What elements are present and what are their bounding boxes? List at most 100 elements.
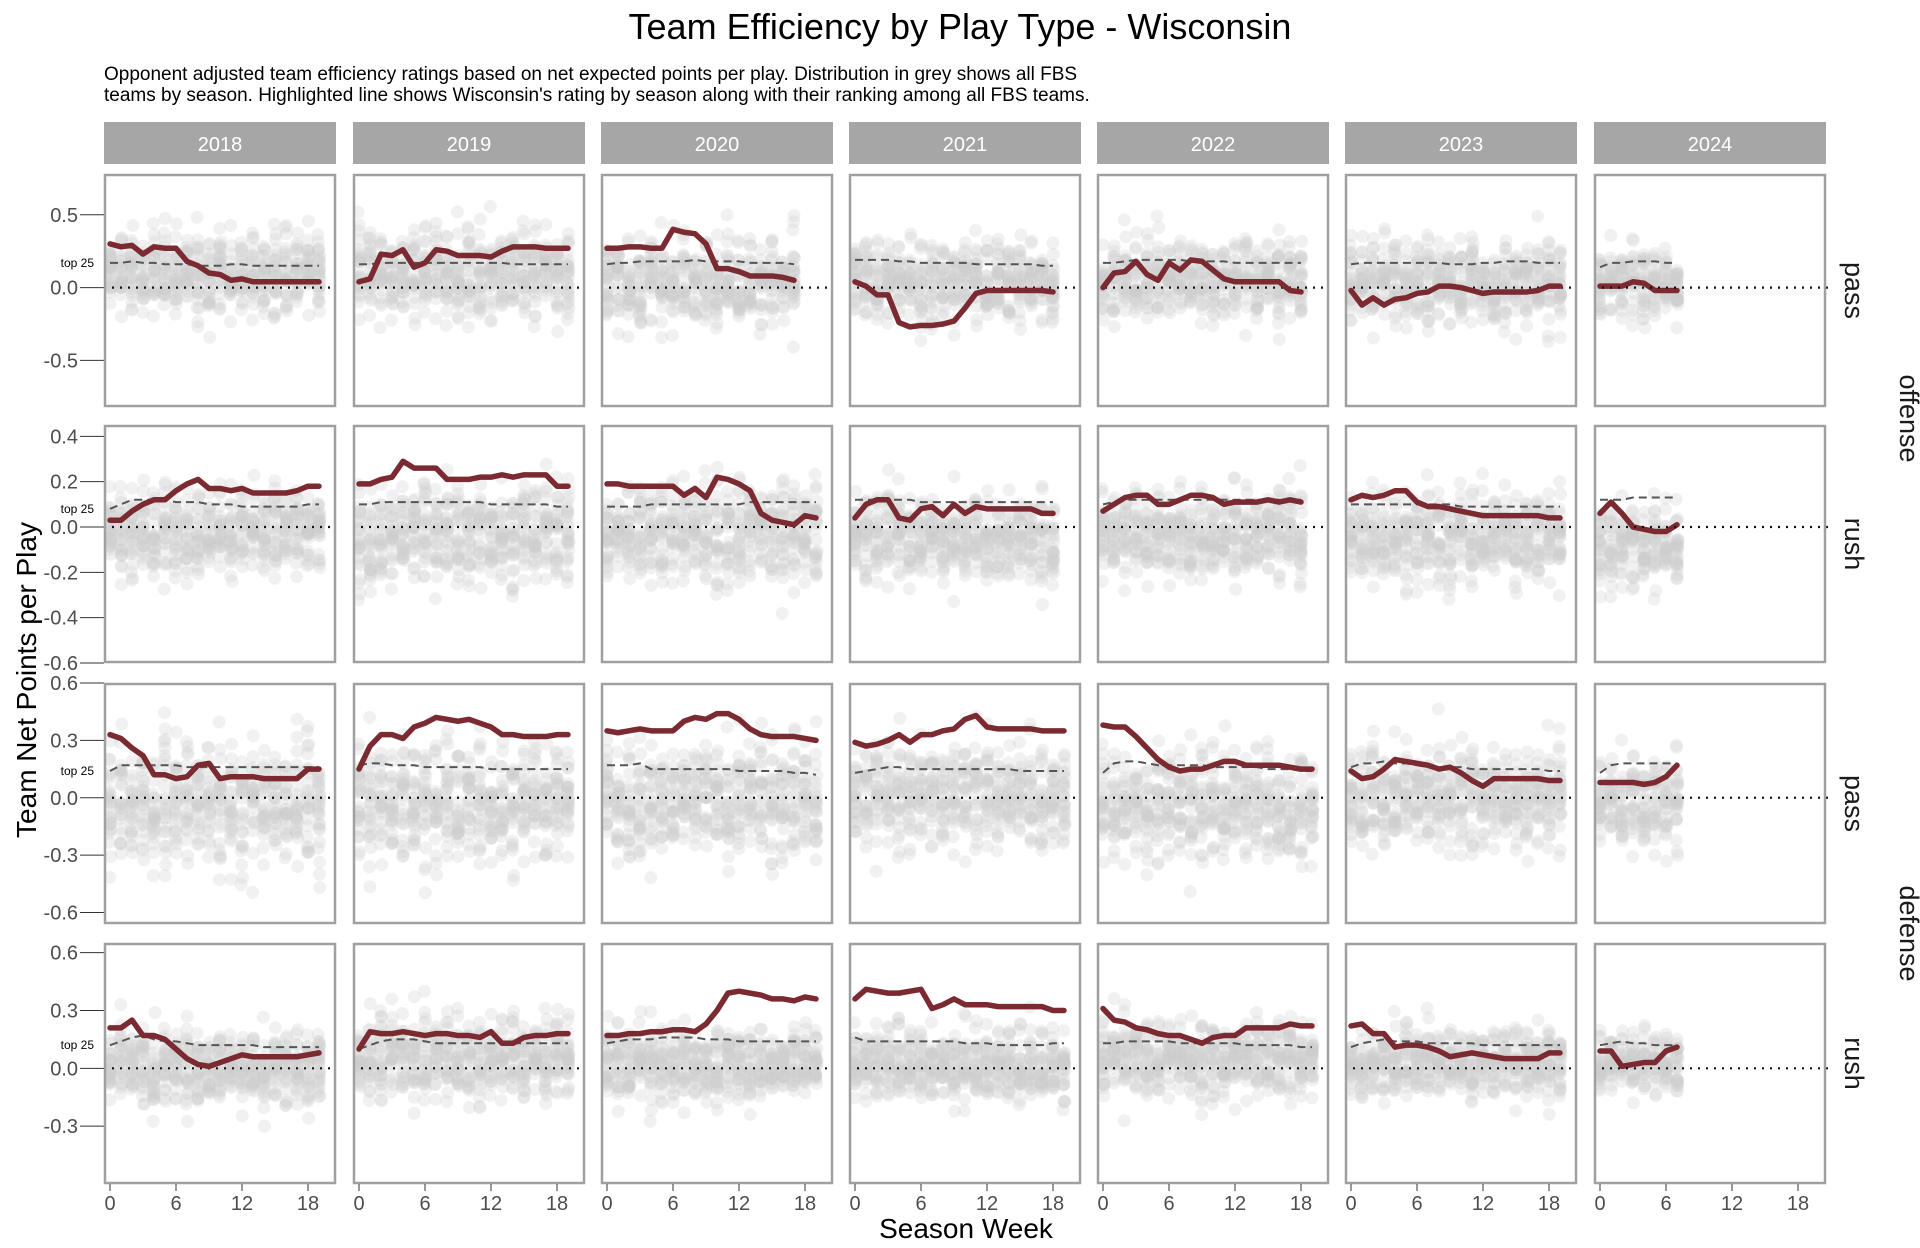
- distribution-point: [623, 258, 637, 272]
- distribution-point: [880, 547, 894, 561]
- distribution-point: [1387, 238, 1401, 252]
- distribution-point: [880, 512, 894, 526]
- distribution-point: [137, 282, 151, 296]
- distribution-point: [191, 240, 205, 254]
- distribution-point: [418, 276, 432, 290]
- distribution-point: [1283, 251, 1297, 265]
- distribution-point: [258, 564, 272, 578]
- distribution-point: [417, 535, 431, 549]
- distribution-point: [373, 538, 387, 552]
- distribution-point: [1499, 306, 1513, 320]
- distribution-point: [1455, 250, 1469, 264]
- distribution-point: [384, 272, 398, 286]
- distribution-point: [623, 298, 637, 312]
- distribution-point: [246, 513, 260, 527]
- distribution-point: [353, 537, 365, 551]
- distribution-point: [451, 275, 465, 289]
- distribution-point: [452, 563, 466, 577]
- distribution-point: [936, 292, 950, 306]
- distribution-point: [135, 272, 149, 286]
- distribution-point: [363, 555, 377, 569]
- distribution-point: [755, 318, 769, 332]
- distribution-point: [610, 268, 624, 282]
- distribution-point: [115, 521, 129, 535]
- distribution-point: [1531, 247, 1545, 261]
- distribution-point: [169, 540, 183, 554]
- distribution-point: [1670, 272, 1684, 286]
- distribution-point: [180, 264, 194, 278]
- distribution-point: [677, 283, 691, 297]
- distribution-point: [148, 557, 162, 571]
- distribution-point: [754, 278, 768, 292]
- distribution-point: [550, 270, 564, 284]
- distribution-point: [687, 509, 701, 523]
- distribution-point: [676, 528, 690, 542]
- distribution-point: [417, 570, 431, 584]
- distribution-point: [698, 559, 712, 573]
- distribution-point: [1400, 266, 1414, 280]
- distribution-point: [450, 272, 464, 286]
- distribution-point: [279, 544, 293, 558]
- distribution-point: [1432, 308, 1446, 322]
- distribution-point: [655, 559, 669, 573]
- distribution-point: [957, 263, 971, 277]
- distribution-point: [419, 518, 433, 532]
- distribution-point: [279, 516, 293, 530]
- distribution-point: [1273, 238, 1287, 252]
- distribution-point: [1002, 245, 1016, 259]
- distribution-point: [397, 554, 411, 568]
- distribution-point: [1509, 266, 1523, 280]
- distribution-point: [191, 529, 205, 543]
- distribution-point: [113, 266, 127, 280]
- distribution-point: [743, 294, 757, 308]
- distribution-point: [386, 285, 400, 299]
- distribution-point: [1119, 230, 1133, 244]
- distribution-point: [268, 233, 282, 247]
- distribution-point: [731, 234, 745, 248]
- distribution-point: [700, 294, 714, 308]
- distribution-point: [125, 288, 139, 302]
- distribution-point: [452, 282, 466, 296]
- distribution-point: [506, 496, 520, 510]
- distribution-point: [936, 262, 950, 276]
- distribution-point: [203, 543, 217, 557]
- distribution-point: [655, 264, 669, 278]
- distribution-point: [1366, 250, 1380, 264]
- distribution-point: [1172, 282, 1186, 296]
- distribution-point: [1097, 286, 1110, 300]
- distribution-point: [484, 515, 498, 529]
- distribution-point: [202, 519, 216, 533]
- distribution-point: [430, 511, 444, 525]
- distribution-point: [311, 235, 325, 249]
- distribution-point: [656, 557, 670, 571]
- distribution-point: [236, 285, 250, 299]
- distribution-point: [115, 270, 129, 284]
- distribution-point: [611, 249, 625, 263]
- distribution-point: [268, 521, 282, 535]
- distribution-point: [755, 537, 769, 551]
- distribution-point: [268, 505, 282, 519]
- distribution-point: [1345, 279, 1358, 293]
- distribution-point: [225, 532, 239, 546]
- distribution-point: [550, 295, 564, 309]
- distribution-point: [1488, 293, 1502, 307]
- distribution-point: [560, 553, 574, 567]
- distribution-point: [1294, 249, 1308, 263]
- distribution-point: [407, 514, 421, 528]
- distribution-point: [849, 247, 861, 261]
- distribution-point: [903, 274, 917, 288]
- distribution-point: [362, 251, 376, 265]
- distribution-point: [892, 292, 906, 306]
- distribution-point: [743, 286, 757, 300]
- distribution-point: [213, 534, 227, 548]
- distribution-point: [1432, 265, 1446, 279]
- distribution-point: [1228, 242, 1242, 256]
- distribution-point: [1003, 256, 1017, 270]
- distribution-point: [913, 281, 927, 295]
- distribution-point: [549, 509, 563, 523]
- distribution-point: [312, 525, 326, 539]
- distribution-point: [1173, 279, 1187, 293]
- distribution-point: [147, 528, 161, 542]
- distribution-point: [936, 262, 950, 276]
- distribution-point: [311, 528, 325, 542]
